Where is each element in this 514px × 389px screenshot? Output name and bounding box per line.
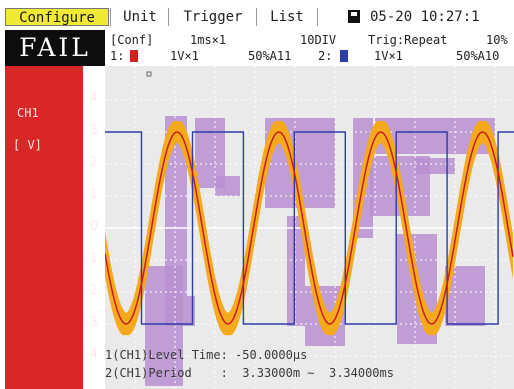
menu-bar: Configure Unit Trigger List 05-20 10:27:…: [0, 0, 514, 28]
ch1-position: 50%A11: [248, 49, 292, 63]
floppy-icon: [348, 10, 360, 23]
tab-unit[interactable]: Unit: [110, 8, 169, 26]
judgement-badge: FAIL: [5, 30, 105, 66]
y-tick-label: 0: [89, 219, 98, 234]
y-tick-label: -3: [85, 315, 98, 330]
mask-block: [415, 158, 455, 174]
y-tick-label: 3: [89, 123, 98, 138]
ch2-color-swatch: [340, 50, 348, 62]
y-tick-label: -1: [85, 251, 98, 266]
y-tick-label: 2: [89, 155, 98, 170]
ch2-scale: 1V×1: [374, 49, 403, 63]
ch1-tolerance-band: [105, 120, 513, 336]
ch2-square-wave: [105, 131, 514, 325]
ch1-index: 1:: [110, 49, 125, 63]
timebase-value: 1ms×1: [190, 33, 227, 47]
mask-block: [287, 216, 305, 326]
status-area: 05-20 10:27:1: [334, 8, 514, 26]
ch1-scale: 1V×1: [170, 49, 199, 63]
y-tick-label: 4: [89, 91, 98, 106]
readout-level-time: 1(CH1)Level Time: -50.0000μs: [105, 348, 308, 362]
trigger-mode: Trig:Repeat: [368, 33, 448, 47]
cursor-marker: [146, 71, 152, 77]
tab-configure[interactable]: Configure: [5, 8, 109, 26]
conf-label: [Conf]: [110, 33, 154, 47]
mask-block: [165, 116, 187, 296]
datetime-display: 05-20 10:27:1: [370, 9, 480, 25]
readout-period: 2(CH1)Period : 3.33000m ∼ 3.34000ms: [105, 366, 394, 380]
ch2-index: 2:: [318, 49, 333, 63]
ch2-position: 50%A10: [456, 49, 500, 63]
mask-block: [165, 296, 195, 326]
y-tick-label: 1: [89, 187, 98, 202]
channel-panel: CH1 [ V]: [5, 66, 83, 389]
div-value: 10DIV: [300, 33, 337, 47]
mask-block: [215, 176, 240, 196]
y-tick-label: -4: [85, 347, 98, 362]
tab-trigger[interactable]: Trigger: [168, 8, 257, 26]
waveform-plot: [105, 66, 514, 389]
trigger-percent: 10%: [486, 33, 508, 47]
unit-label: [ V]: [13, 138, 42, 152]
waveform-svg: [105, 66, 514, 389]
tab-list[interactable]: List: [256, 8, 318, 26]
ch1-color-swatch: [130, 50, 138, 62]
ch1-sine-wave: [105, 131, 514, 325]
channel-label: CH1: [17, 106, 39, 120]
cursor-readouts: 1(CH1)Level Time: -50.0000μs 2(CH1)Perio…: [105, 346, 514, 386]
y-tick-label: -2: [85, 283, 98, 298]
